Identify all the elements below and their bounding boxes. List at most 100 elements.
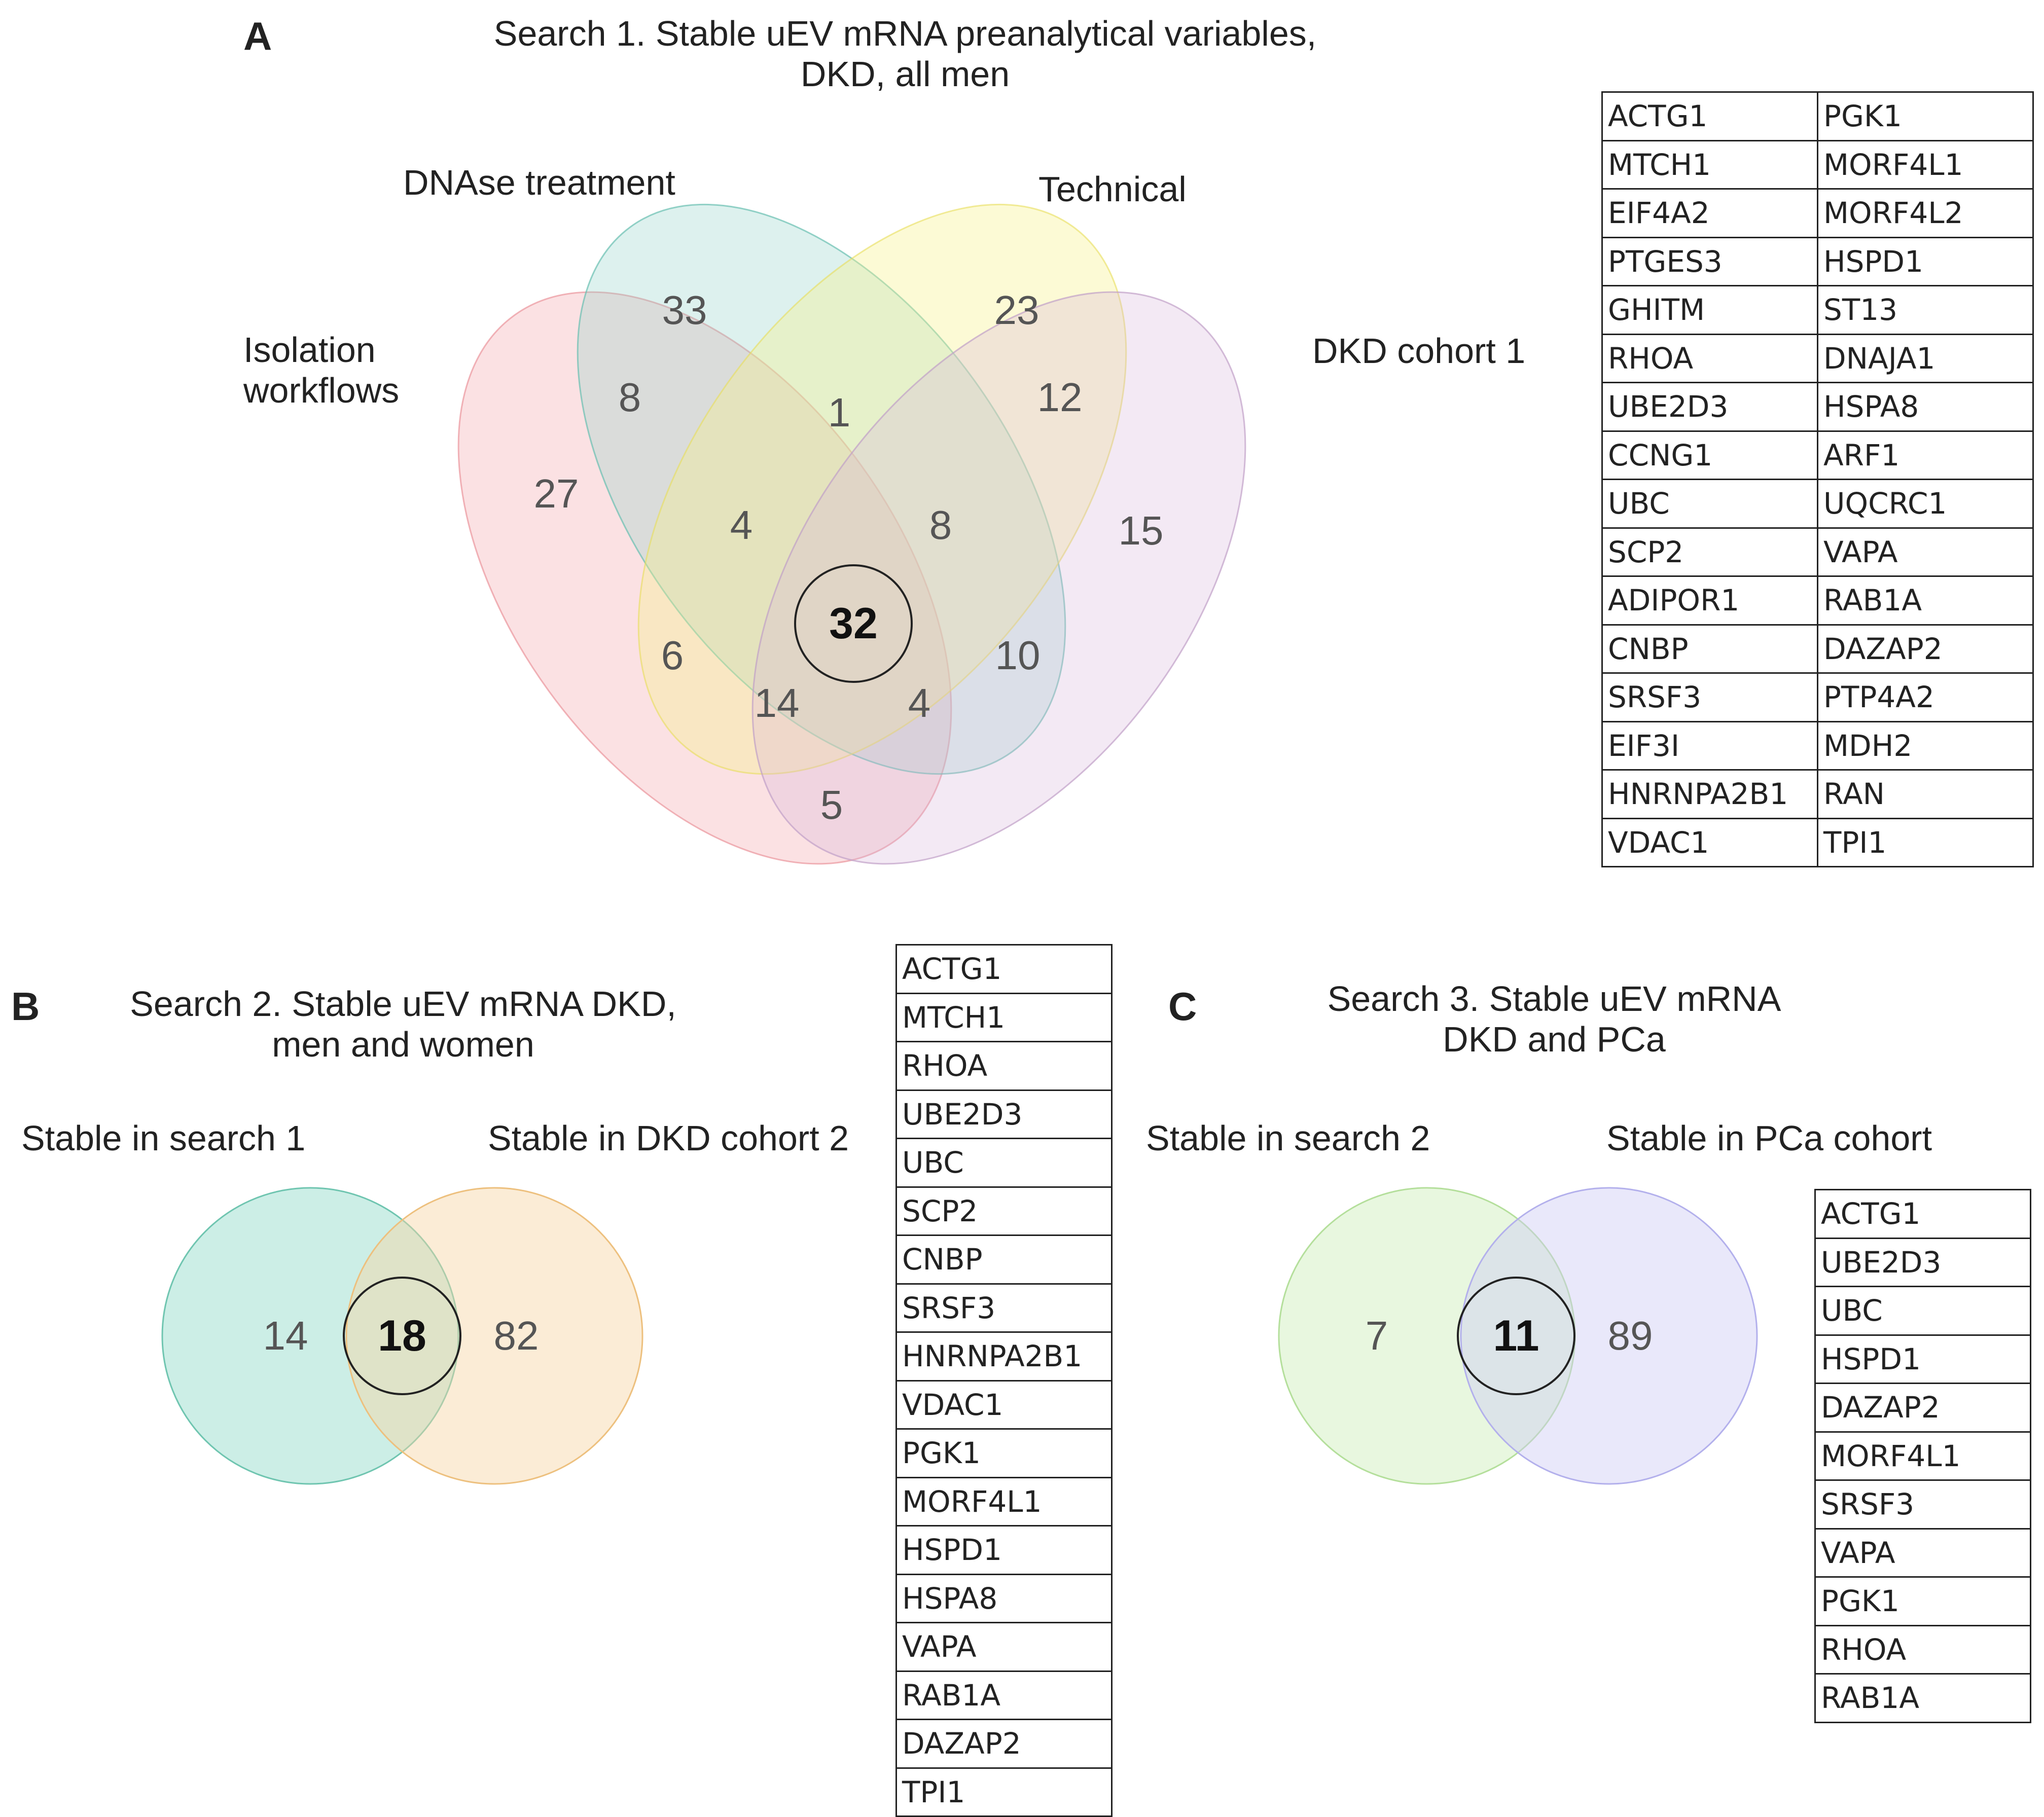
gene-cell: SCP2: [1601, 527, 1818, 577]
gene-cell: UBE2D3: [1601, 382, 1818, 432]
gene-cell: EIF3I: [1601, 720, 1818, 771]
table-row: EIF3I MDH2: [1601, 720, 2034, 771]
gene-cell: ADIPOR1: [1601, 575, 1818, 626]
label-stable-search2: Stable in search 2: [1146, 1118, 1430, 1158]
count-isolation-dnase-dkd1: 4: [908, 680, 931, 725]
gene-table-c: ACTG1 UBE2D3 UBC HSPD1 DAZAP2 MORF4L1 SRSF3 VAP…: [1814, 1189, 2031, 1723]
count-dnase-dkd1: 10: [995, 633, 1041, 678]
gene-cell: DAZAP2: [1814, 1383, 2031, 1433]
table-row: MTCH1: [895, 992, 1113, 1042]
gene-cell: SRSF3: [895, 1283, 1113, 1333]
gene-cell: UBC: [1814, 1286, 2031, 1336]
table-row: UBE2D3: [1814, 1237, 2031, 1287]
table-row: ACTG1 PGK1: [1601, 91, 2034, 141]
count-dnase-technical-dkd1: 8: [929, 502, 952, 548]
count-technical-only: 23: [994, 287, 1039, 333]
table-row: HSPA8: [895, 1573, 1113, 1623]
gene-cell: SCP2: [895, 1186, 1113, 1236]
venn-c: [1278, 1187, 1758, 1485]
gene-table-b: ACTG1 MTCH1 RHOA UBE2D3 UBC SCP2 CNBP SRSF3 HNRN…: [895, 944, 1113, 1817]
gene-cell: PTGES3: [1601, 236, 1818, 286]
gene-cell: SRSF3: [1601, 672, 1818, 722]
venn-a: [457, 203, 1246, 865]
gene-cell: ACTG1: [1601, 91, 1818, 141]
venn-b-search1-circle: [161, 1187, 459, 1485]
gene-cell: MORF4L2: [1817, 188, 2034, 238]
count-isolation-dnase-technical: 4: [730, 502, 753, 548]
table-row: ADIPOR1 RAB1A: [1601, 575, 2034, 626]
gene-cell: VDAC1: [1601, 817, 1818, 867]
panel-b-title: Search 2. Stable uEV mRNA DKD, men and w…: [117, 984, 690, 1065]
venn-c-pca-circle: [1460, 1187, 1758, 1485]
table-row: MORF4L1: [895, 1476, 1113, 1527]
table-row: PTGES3 HSPD1: [1601, 236, 2034, 286]
venn-a-core-highlight: [794, 564, 913, 683]
table-row: VAPA: [1814, 1528, 2031, 1578]
gene-cell: MTCH1: [895, 992, 1113, 1042]
gene-cell: HSPD1: [1817, 236, 2034, 286]
gene-cell: PTP4A2: [1817, 672, 2034, 722]
gene-cell: PGK1: [895, 1428, 1113, 1478]
gene-cell: ACTG1: [1814, 1189, 2031, 1239]
table-row: PGK1: [1814, 1576, 2031, 1626]
gene-cell: UBC: [895, 1138, 1113, 1188]
label-dnase: DNAse treatment: [403, 163, 675, 202]
panel-a-letter: A: [243, 14, 272, 58]
gene-cell: MDH2: [1817, 720, 2034, 771]
table-row: RHOA: [895, 1041, 1113, 1091]
gene-cell: RAB1A: [1817, 575, 2034, 626]
table-row: RAB1A: [895, 1670, 1113, 1720]
gene-cell: GHITM: [1601, 285, 1818, 335]
venn-b-overlap-highlight: [343, 1277, 461, 1395]
table-row: HNRNPA2B1 RAN: [1601, 769, 2034, 819]
table-row: GHITM ST13: [1601, 285, 2034, 335]
venn-a-isolation-ellipse: [457, 291, 952, 865]
gene-cell: PGK1: [1814, 1576, 2031, 1626]
table-row: CNBP DAZAP2: [1601, 624, 2034, 674]
table-row: CNBP: [895, 1234, 1113, 1285]
count-dnase-technical: 1: [828, 390, 851, 435]
table-row: SRSF3 PTP4A2: [1601, 672, 2034, 722]
table-row: UBC: [895, 1138, 1113, 1188]
gene-cell: HSPA8: [1817, 382, 2034, 432]
table-row: SCP2: [895, 1186, 1113, 1236]
table-row: SRSF3: [1814, 1479, 2031, 1530]
count-isolation-dnase: 8: [618, 375, 641, 420]
panel-b-title-line1: Search 2. Stable uEV mRNA DKD,: [130, 984, 676, 1024]
table-row: RHOA DNAJA1: [1601, 333, 2034, 383]
gene-cell: HNRNPA2B1: [1601, 769, 1818, 819]
venn-a-technical-ellipse: [637, 203, 1127, 775]
count-pca-only: 89: [1607, 1313, 1653, 1358]
gene-cell: DAZAP2: [895, 1719, 1113, 1769]
count-isolation-only: 27: [533, 471, 579, 516]
gene-cell: HSPD1: [1814, 1334, 2031, 1384]
gene-cell: ARF1: [1817, 430, 2034, 480]
gene-table-a: ACTG1 PGK1 MTCH1 MORF4L1 EIF4A2 MORF4L2 PTGES3…: [1601, 91, 2034, 867]
panel-a-title-line1: Search 1. Stable uEV mRNA preanalytical …: [493, 14, 1317, 53]
gene-cell: RHOA: [1601, 333, 1818, 383]
count-dkd2-only: 82: [493, 1313, 539, 1358]
table-row: UBC UQCRC1: [1601, 479, 2034, 529]
panel-a-title: Search 1. Stable uEV mRNA preanalytical …: [401, 13, 1410, 94]
gene-cell: ACTG1: [895, 944, 1113, 994]
table-row: DAZAP2: [1814, 1383, 2031, 1433]
table-row: HSPD1: [895, 1525, 1113, 1575]
gene-cell: MTCH1: [1601, 139, 1818, 190]
table-row: UBE2D3 HSPA8: [1601, 382, 2034, 432]
venn-b: [161, 1187, 643, 1485]
gene-cell: VAPA: [895, 1622, 1113, 1672]
table-row: RAB1A: [1814, 1673, 2031, 1723]
gene-cell: ST13: [1817, 285, 2034, 335]
count-isolation-technical-dkd1: 14: [754, 680, 800, 725]
table-row: ACTG1: [1814, 1189, 2031, 1239]
panel-c-title-line2: DKD and PCa: [1443, 1020, 1666, 1059]
gene-cell: CNBP: [1601, 624, 1818, 674]
gene-cell: UQCRC1: [1817, 479, 2034, 529]
count-search2-only: 7: [1365, 1313, 1388, 1358]
table-row: HSPD1: [1814, 1334, 2031, 1384]
gene-cell: DNAJA1: [1817, 333, 2034, 383]
venn-b-dkd2-circle: [345, 1187, 643, 1485]
venn-a-dkd1-ellipse: [751, 291, 1246, 865]
panel-c-title: Search 3. Stable uEV mRNA DKD and PCa: [1298, 978, 1810, 1060]
